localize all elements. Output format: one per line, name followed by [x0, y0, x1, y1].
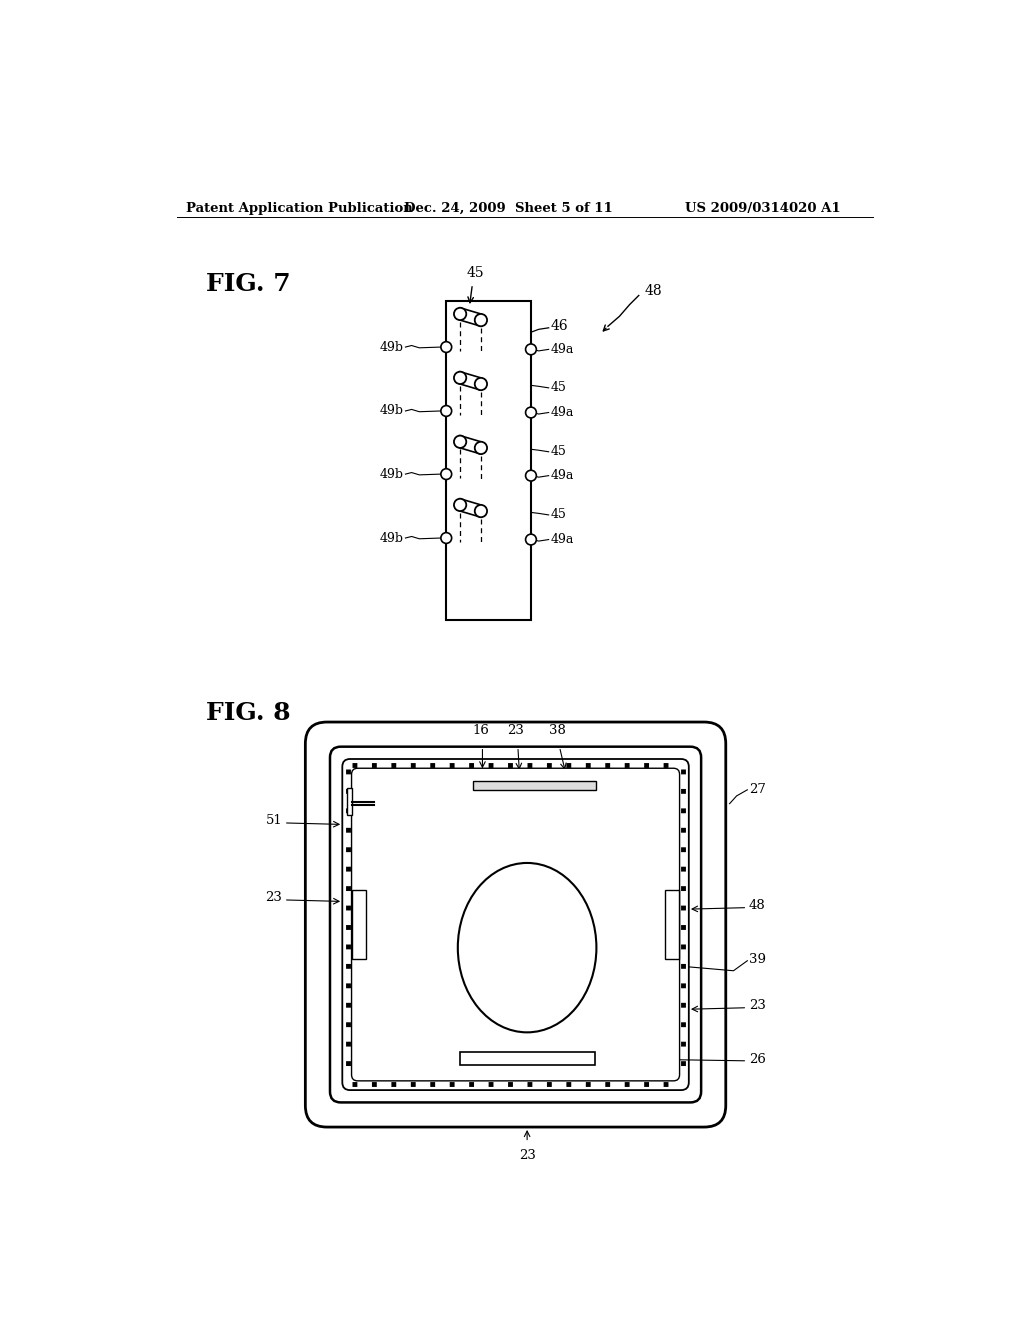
Text: 49b: 49b — [380, 532, 403, 545]
Text: 38: 38 — [550, 725, 566, 738]
Text: 26: 26 — [749, 1053, 766, 1065]
Text: 49a: 49a — [550, 407, 573, 418]
Text: FIG. 7: FIG. 7 — [206, 272, 291, 296]
Circle shape — [525, 407, 537, 418]
Circle shape — [475, 442, 487, 454]
Bar — [352, 890, 367, 960]
Bar — [347, 788, 351, 816]
FancyBboxPatch shape — [330, 747, 701, 1102]
Circle shape — [441, 342, 452, 352]
Circle shape — [454, 372, 466, 384]
Ellipse shape — [458, 863, 596, 1032]
Text: Patent Application Publication: Patent Application Publication — [186, 202, 413, 215]
Circle shape — [441, 405, 452, 416]
Text: 49b: 49b — [380, 467, 403, 480]
Circle shape — [475, 506, 487, 517]
FancyBboxPatch shape — [342, 759, 689, 1090]
Circle shape — [525, 345, 537, 355]
Text: 45: 45 — [550, 445, 566, 458]
Text: 39: 39 — [749, 953, 766, 966]
Text: 23: 23 — [519, 1148, 536, 1162]
Text: 23: 23 — [265, 891, 283, 904]
Text: 45: 45 — [550, 508, 566, 521]
Text: FIG. 8: FIG. 8 — [206, 701, 291, 725]
Text: 46: 46 — [550, 319, 568, 333]
Bar — [473, 780, 596, 789]
Circle shape — [475, 314, 487, 326]
Text: Dec. 24, 2009  Sheet 5 of 11: Dec. 24, 2009 Sheet 5 of 11 — [403, 202, 612, 215]
Text: 49b: 49b — [380, 404, 403, 417]
Text: 23: 23 — [749, 999, 766, 1012]
Circle shape — [441, 532, 452, 544]
Circle shape — [454, 436, 466, 447]
Text: 16: 16 — [472, 725, 489, 738]
Text: 51: 51 — [265, 814, 283, 828]
Circle shape — [454, 308, 466, 321]
FancyBboxPatch shape — [351, 768, 680, 1081]
Text: 48: 48 — [749, 899, 766, 912]
Text: 48: 48 — [645, 284, 663, 298]
Circle shape — [525, 470, 537, 480]
FancyBboxPatch shape — [305, 722, 726, 1127]
Text: 49a: 49a — [550, 469, 573, 482]
Text: 45: 45 — [550, 381, 566, 395]
Text: 52: 52 — [370, 833, 387, 846]
Circle shape — [475, 378, 487, 391]
Circle shape — [525, 535, 537, 545]
Bar — [665, 890, 679, 960]
Circle shape — [441, 469, 452, 479]
Text: 45: 45 — [467, 267, 484, 280]
Bar — [460, 1052, 595, 1065]
Text: 27: 27 — [749, 783, 766, 796]
Text: 23: 23 — [507, 725, 524, 738]
Circle shape — [454, 499, 466, 511]
Text: 49b: 49b — [380, 341, 403, 354]
Bar — [446, 301, 531, 620]
Text: US 2009/0314020 A1: US 2009/0314020 A1 — [685, 202, 841, 215]
Text: 49a: 49a — [550, 343, 573, 356]
Text: 49a: 49a — [550, 533, 573, 546]
